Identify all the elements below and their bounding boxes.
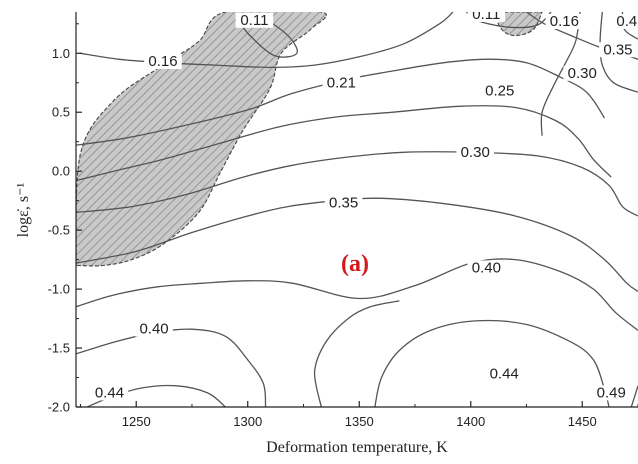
contour-label-group: 0.30 bbox=[563, 65, 602, 82]
contour-label-bg bbox=[612, 13, 638, 29]
contour-line-0_4-10 bbox=[76, 258, 638, 331]
contour-label-bg bbox=[90, 385, 129, 401]
contour-label-group: 0.21 bbox=[322, 74, 361, 91]
contour-label-bg bbox=[592, 385, 631, 401]
contour-label: 0.21 bbox=[327, 74, 356, 91]
contour-label-bg bbox=[480, 83, 519, 99]
x-tick-label: 1250 bbox=[122, 414, 151, 429]
contour-label-group: 0.35 bbox=[599, 41, 637, 58]
contour-label: 0.16 bbox=[550, 13, 579, 30]
contour-line-0_16-2 bbox=[80, 12, 454, 69]
contour-line-0_35-8 bbox=[76, 197, 638, 292]
contour-line-0_44-14 bbox=[374, 319, 610, 407]
contour-label-group: 0.44 bbox=[485, 366, 523, 383]
contour-label-group: 0.40 bbox=[135, 321, 173, 338]
contour-label-group: 0.25 bbox=[480, 83, 519, 100]
contour-label: 0.30 bbox=[568, 65, 597, 82]
x-tick-label: 1350 bbox=[345, 414, 374, 429]
contour-line-0_3-6 bbox=[76, 151, 638, 217]
contour-label-group: 0.49 bbox=[592, 384, 631, 401]
contour-line-0_4-11 bbox=[76, 328, 267, 407]
contour-label-group: 0.4 bbox=[612, 13, 638, 30]
contour-label: 0.49 bbox=[597, 384, 626, 401]
contour-label-group: 0.44 bbox=[90, 384, 129, 401]
contour-label-bg bbox=[144, 54, 182, 70]
contour-label: 0.44 bbox=[490, 366, 519, 383]
contour-label-bg bbox=[485, 366, 523, 382]
contour-label: 0.25 bbox=[485, 83, 514, 100]
x-tick-label: 1300 bbox=[233, 414, 262, 429]
contour-label-group: 0.30 bbox=[456, 144, 494, 161]
x-tick-label: 1400 bbox=[456, 414, 485, 429]
contour-labels: 0.11 0.11 0.16 0.16 0.21 0.25 0.30 0.30 0.35 0.35… bbox=[90, 6, 638, 401]
contour-label-group: 0.40 bbox=[467, 259, 506, 276]
y-tick-label: 0.0 bbox=[52, 164, 70, 179]
contour-label-group: 0.16 bbox=[144, 53, 182, 70]
hatched-regions bbox=[76, 12, 543, 267]
axes: 1250 1300 1350 1400 1450 1.0 0.5 0.0 -0.5 -1.0 -1… bbox=[48, 12, 638, 429]
contour-line-0_25-5 bbox=[76, 105, 612, 182]
contour-line-0_3-7 bbox=[540, 12, 581, 136]
hatched-region-instability-left bbox=[76, 12, 328, 267]
y-tick-label: -1.0 bbox=[48, 282, 70, 297]
panel-label: (a) bbox=[341, 251, 369, 277]
contour-label-bg bbox=[467, 12, 506, 22]
contour-label: 0.4 bbox=[616, 13, 637, 30]
contour-lines bbox=[76, 12, 638, 407]
y-tick-label: -2.0 bbox=[48, 400, 70, 415]
contour-line-0_35-9 bbox=[599, 12, 638, 93]
contour-label-bg bbox=[322, 75, 361, 91]
contour-label-bg bbox=[467, 260, 506, 276]
y-ticks: 1.0 0.5 0.0 -0.5 -1.0 -1.5 -2.0 bbox=[48, 23, 82, 415]
y-tick-label: -1.5 bbox=[48, 341, 70, 356]
y-tick-label: 0.5 bbox=[52, 105, 70, 120]
contour-label: 0.16 bbox=[148, 53, 177, 70]
plot-area: 0.11 0.11 0.16 0.16 0.21 0.25 0.30 0.30 0.35 0.35… bbox=[76, 6, 638, 407]
contour-label-group: 0.11 bbox=[235, 12, 274, 29]
contour-label: 0.40 bbox=[139, 321, 168, 338]
contour-label-bg bbox=[235, 12, 274, 28]
contour-line-0_49-16 bbox=[630, 385, 638, 407]
contour-label-group: 0.11 bbox=[467, 6, 506, 23]
contour-label: 0.35 bbox=[603, 41, 632, 58]
contour-label: 0.40 bbox=[472, 259, 501, 276]
x-axis-title: Deformation temperature, K bbox=[266, 439, 448, 456]
y-axis-title: logε̇, s⁻¹ bbox=[15, 182, 32, 237]
y-tick-label: 1.0 bbox=[52, 46, 70, 61]
contour-label-bg bbox=[324, 195, 363, 211]
contour-label-bg bbox=[599, 42, 637, 58]
contour-label: 0.44 bbox=[95, 384, 124, 401]
contour-label: 0.11 bbox=[472, 6, 500, 23]
contour-label: 0.11 bbox=[240, 12, 268, 29]
contour-label-group: 0.16 bbox=[545, 13, 584, 30]
contour-line-0_21-4 bbox=[76, 58, 606, 146]
x-tick-label: 1450 bbox=[568, 414, 597, 429]
contour-label: 0.30 bbox=[461, 144, 490, 161]
contour-label: 0.35 bbox=[329, 195, 358, 212]
contour-label-group: 0.35 bbox=[324, 195, 363, 212]
hatched-region-instability-top bbox=[492, 12, 543, 37]
contour-line-0_44-15 bbox=[313, 300, 400, 407]
contour-label-bg bbox=[563, 65, 602, 81]
y-tick-label: -0.5 bbox=[48, 223, 70, 238]
contour-label-bg bbox=[135, 321, 173, 337]
x-ticks: 1250 1300 1350 1400 1450 bbox=[79, 401, 638, 429]
contour-label-bg bbox=[545, 13, 584, 29]
contour-label-bg bbox=[456, 144, 494, 160]
